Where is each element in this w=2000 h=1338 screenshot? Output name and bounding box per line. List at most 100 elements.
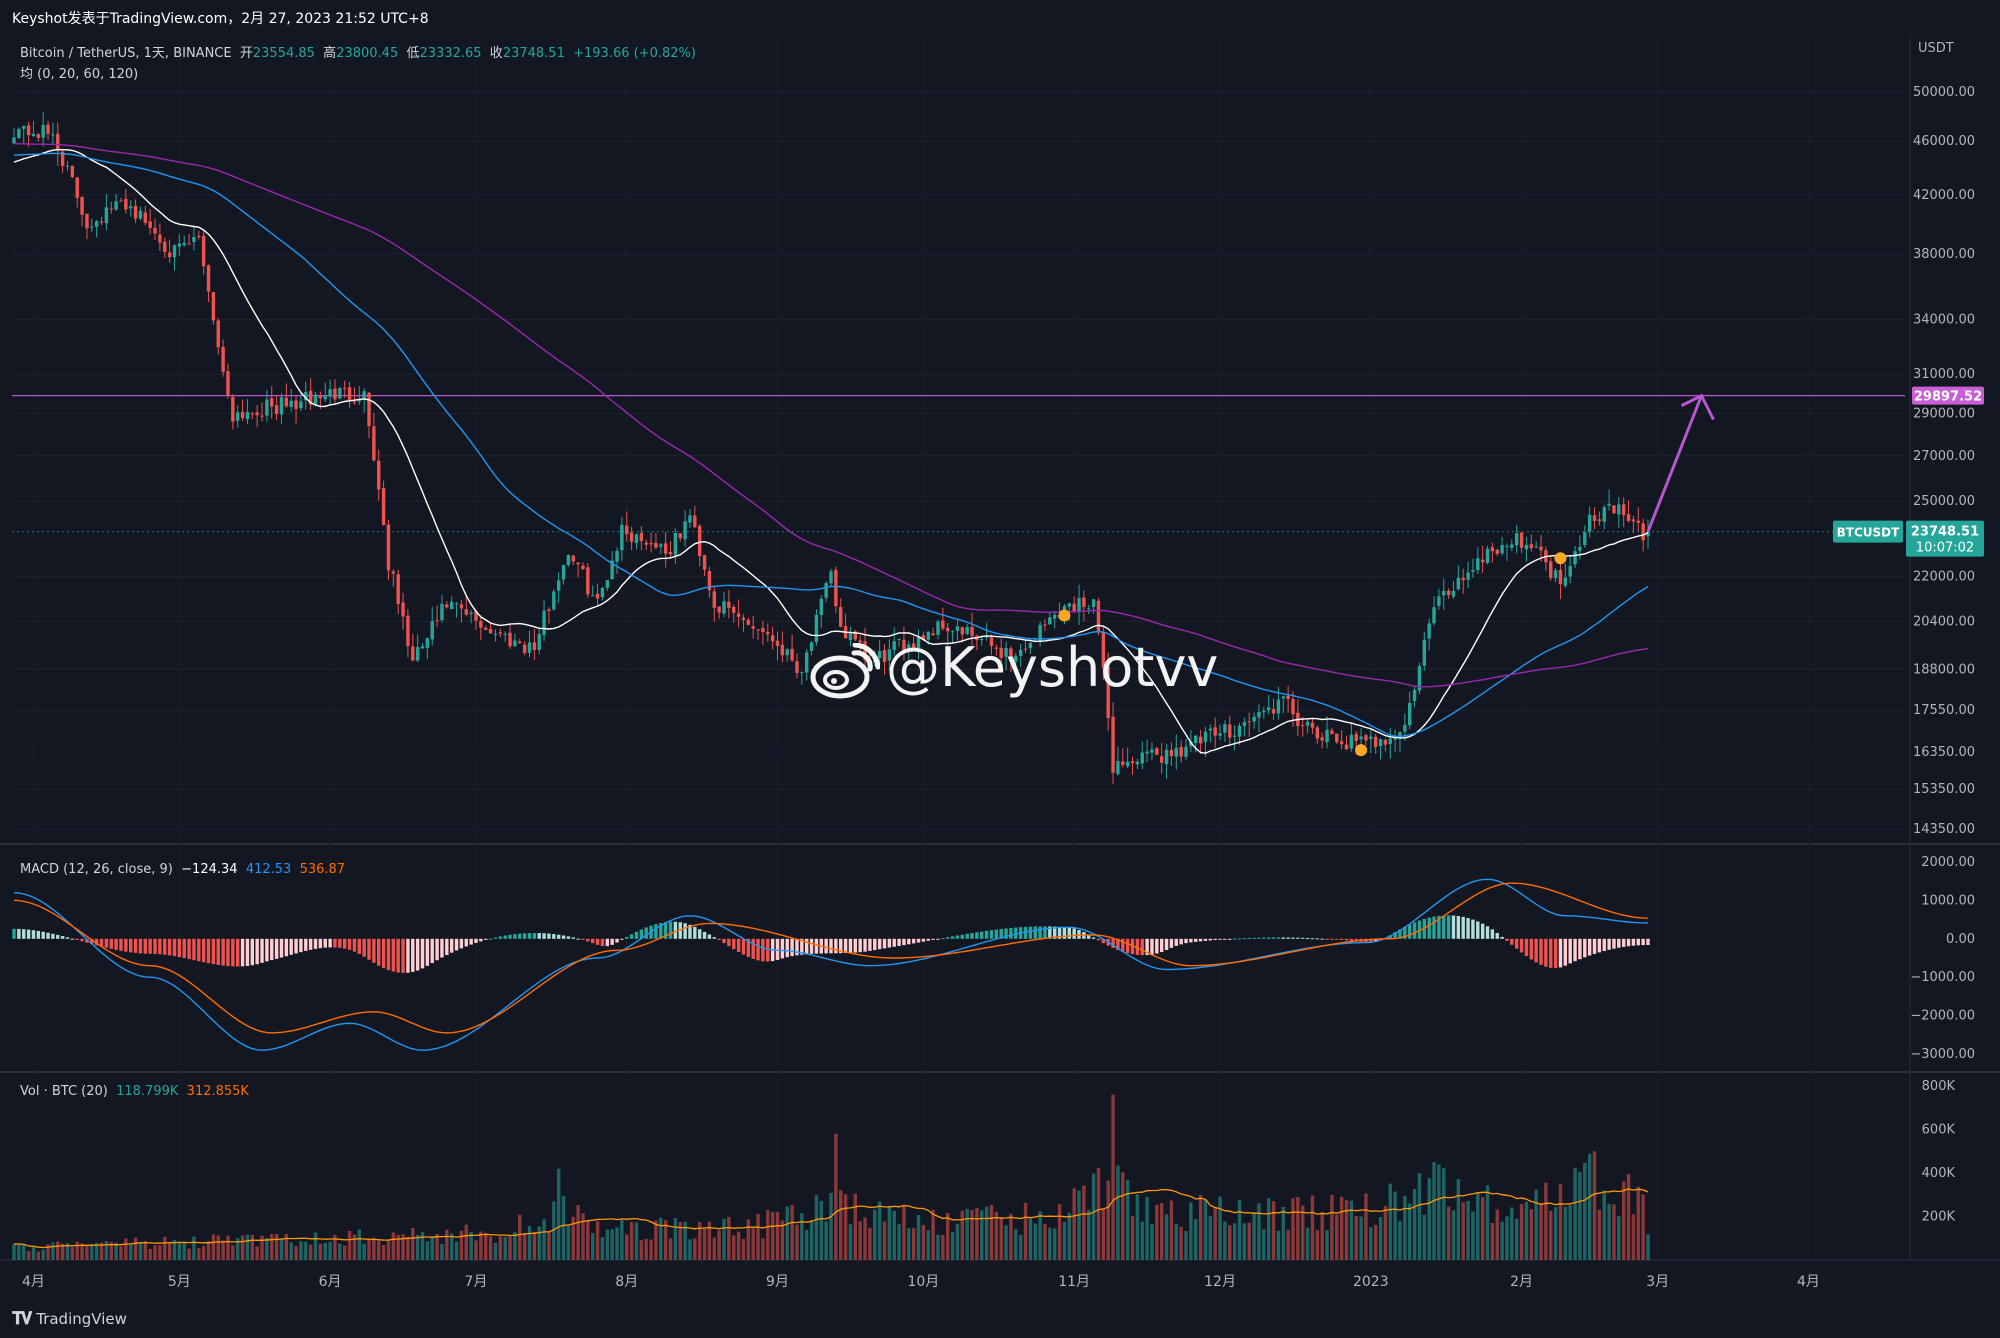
macd-hist-bar [926,938,930,941]
candle [571,554,575,566]
volume-bar [629,1221,634,1260]
volume-bar [1578,1172,1582,1260]
volume-bar [177,1241,182,1260]
volume-bar [610,1229,614,1260]
volume-bar [1130,1215,1135,1260]
macd-hist-bar [1155,938,1159,954]
candle-body [615,550,619,562]
candle [625,511,629,542]
candle [1228,715,1232,747]
macd-hist-bar [1111,938,1115,949]
price-tick-label: 14350.00 [1913,822,1975,837]
volume-bar [916,1214,921,1260]
volume-bar [1558,1183,1563,1260]
macd-hist-bar [693,926,697,939]
candle [1247,712,1251,737]
candle [357,386,361,405]
candle [814,609,819,646]
candle-body [571,555,575,562]
macd-hist-bar [342,938,347,949]
candle-body [1378,739,1383,747]
candle [999,638,1003,672]
volume-bar [1403,1195,1407,1260]
candle-body [829,571,833,584]
macd-hist-bar [975,932,979,939]
volume-bar [435,1234,439,1260]
candle-body [1198,736,1203,744]
candle-body [1194,735,1198,744]
candle-body [308,390,313,405]
candle-body [440,603,444,621]
candle [1218,724,1222,741]
candle-body [926,631,930,640]
volume-bar [1480,1197,1485,1260]
volume-bar [1412,1188,1417,1260]
volume-bar [931,1209,935,1260]
candle-body [206,265,211,292]
candle [1242,717,1247,737]
candle-body [1398,732,1402,739]
candle [1549,556,1553,581]
candle-body [367,392,371,427]
time-tick-label: 4月 [22,1274,45,1290]
volume-bar [1320,1212,1324,1260]
candle-body [1446,590,1451,596]
footer-brand[interactable]: TradingView [36,1310,127,1328]
volume-bar [158,1245,162,1260]
volume-bar [819,1200,823,1260]
volume-legend[interactable]: Vol · BTC (20) 118.799K 312.855K [20,1084,249,1099]
candle-body [1539,546,1543,551]
volume-tick-label: 600K [1922,1123,1956,1138]
price-tick-label: 29000.00 [1913,407,1975,422]
macd-hist-bar [1349,938,1354,941]
volume-bar [1388,1183,1392,1260]
volume-bar [1048,1227,1052,1260]
macd-hist-bar [1257,937,1261,939]
macd-legend[interactable]: MACD (12, 26, close, 9) −124.34 412.53 5… [20,862,345,877]
volume-bar [595,1221,600,1260]
volume-bar [323,1242,327,1260]
volume-bar [1573,1168,1577,1260]
volume-bar [1534,1189,1538,1260]
candle-body [532,642,537,650]
candle [163,237,167,258]
candle [381,480,386,526]
ma-legend[interactable]: 均 (0, 20, 60, 120) [20,63,138,82]
volume-bar [1592,1151,1597,1260]
volume-bar [780,1220,785,1260]
macd-hist-bar [1485,926,1490,939]
volume-bar [834,1133,838,1260]
symbol-label[interactable]: Bitcoin / TetherUS, 1天, BINANCE [20,46,232,61]
volume-bar [702,1228,707,1260]
volume-bar [1519,1204,1524,1260]
volume-bar [751,1228,755,1260]
candle-body [163,241,167,252]
chart-canvas[interactable]: 50000.00 46000.00 42000.00 38000.00 34000.00… [0,38,2000,1300]
candle [1466,561,1470,589]
candle [819,595,823,628]
volume-bar [488,1236,493,1260]
macd-hist-bar [780,938,785,959]
macd-hist-bar [736,938,741,953]
candle [1451,581,1456,599]
macd-hist-bar [1456,916,1461,939]
macd-hist-bar [629,934,634,939]
volume-bar [1014,1229,1018,1260]
macd-hist-bar [163,938,167,955]
candle-body [732,607,736,613]
candle [1179,740,1183,763]
candle [941,607,945,631]
footer: 𝐓𝐕 TradingView [0,1300,2000,1338]
candle-body [119,200,123,202]
candle [1145,739,1149,763]
candle [138,206,143,221]
volume-bar [1228,1225,1232,1260]
volume-bar [693,1238,697,1260]
macd-hist-bar [1461,916,1465,939]
price-tick-label: 18800.00 [1913,663,1975,678]
candle-body [1354,733,1358,741]
candle-body [1631,519,1636,522]
candle [1408,691,1412,730]
volume-bar [1544,1182,1548,1260]
candle-body [1023,648,1028,650]
